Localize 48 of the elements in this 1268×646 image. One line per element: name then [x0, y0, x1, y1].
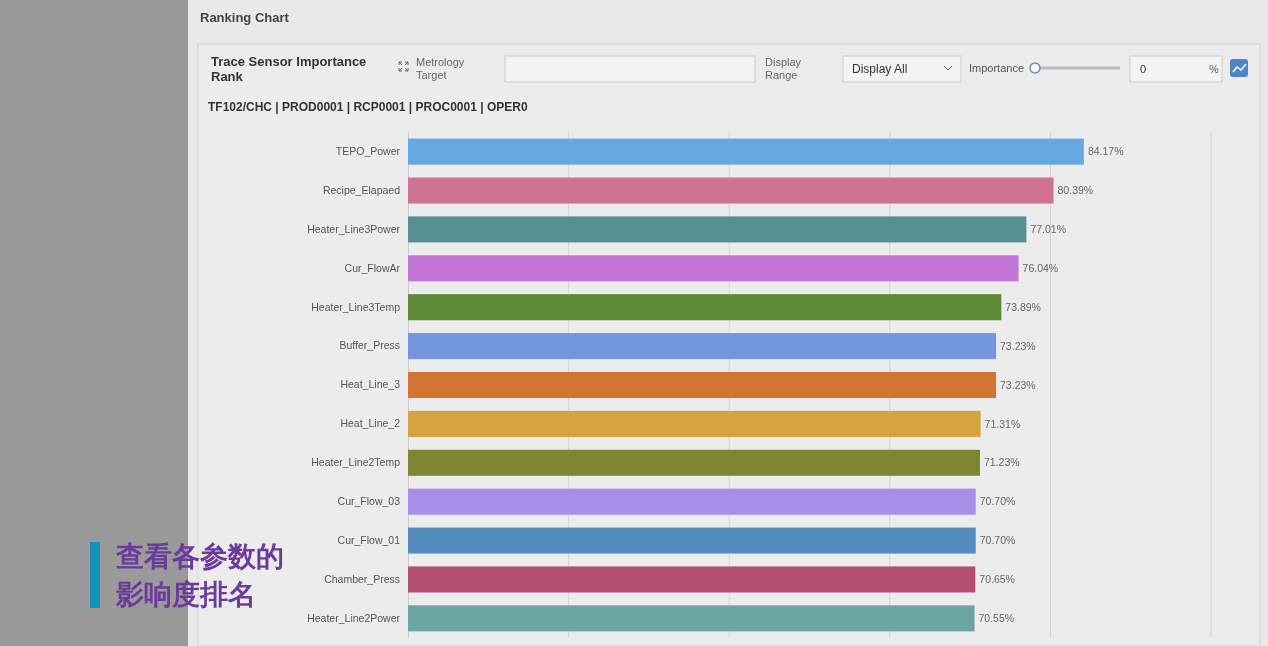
y-tick-label: Buffer_Press [339, 339, 400, 352]
data-label: 76.04% [1022, 262, 1059, 274]
text: Display Range [765, 56, 802, 81]
bar [408, 410, 981, 437]
y-tick-label: Heat_Line_3 [340, 378, 401, 391]
text: Ranking Chart [200, 10, 290, 25]
data-label: 70.55% [978, 612, 1015, 625]
text: Display All [852, 62, 908, 76]
bar [408, 605, 975, 632]
y-tick-label: Recipe_Elapaed [322, 183, 401, 196]
y-tick-label: Heater_Line3Power [307, 222, 401, 235]
bar [408, 527, 976, 554]
bar [408, 294, 1002, 321]
y-tick-label: Cur_Flow_03 [337, 495, 401, 508]
data-label: 80.39% [1057, 184, 1094, 197]
bar [408, 177, 1054, 204]
text: Trace Sensor Importance Rank [211, 54, 367, 84]
data-label: 84.17% [1087, 145, 1124, 158]
data-label: 70.65% [979, 573, 1015, 586]
y-tick-label: Heat_Line_2 [340, 417, 401, 430]
data-label: 73.23% [1000, 378, 1036, 391]
bar [408, 566, 976, 593]
y-tick-label: Chamber_Press [324, 572, 400, 585]
bar [408, 449, 980, 476]
y-tick-label: Heater_Line2Temp [311, 456, 401, 469]
text: Importance [969, 62, 1025, 74]
y-tick-label: Cur_Flow_01 [337, 533, 401, 546]
bar [408, 333, 997, 360]
y-tick-label: Heater_Line3Temp [311, 300, 401, 313]
y-tick-label: Cur_FlowAr [344, 261, 401, 274]
y-tick-label: Heater_Line2Power [307, 611, 401, 624]
data-label: 73.89% [1005, 300, 1041, 313]
bar [408, 138, 1084, 165]
bar [408, 255, 1019, 282]
bar [408, 488, 976, 515]
data-label: 70.70% [979, 495, 1016, 508]
data-label: 70.70% [979, 534, 1016, 547]
data-label: 73.23% [1000, 339, 1036, 352]
data-label: 77.01% [1030, 223, 1067, 236]
text: Metrology Target [416, 56, 465, 81]
data-label: 71.23% [983, 456, 1020, 469]
chart-subtitle: TF102/CHC | PROD0001 | RCP0001 | PROC0001 | OPER0 [208, 100, 528, 114]
text: % [1209, 63, 1219, 75]
text: 0 [1140, 63, 1147, 75]
data-label: 71.31% [984, 417, 1021, 430]
bar [408, 216, 1027, 243]
y-tick-label: TEPO_Power [335, 145, 401, 157]
bar [408, 371, 997, 399]
